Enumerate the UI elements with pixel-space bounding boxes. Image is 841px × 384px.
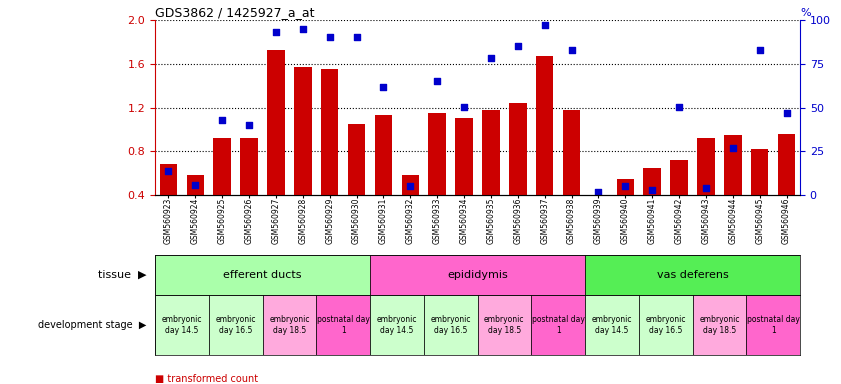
Text: embryonic
day 14.5: embryonic day 14.5	[377, 315, 417, 335]
Bar	[209, 295, 262, 355]
Text: %: %	[800, 8, 811, 18]
Point	[377, 83, 390, 89]
Point	[431, 78, 444, 84]
Point	[645, 187, 659, 193]
Bar	[428, 113, 446, 239]
Bar	[724, 135, 742, 239]
Bar	[509, 103, 526, 239]
Text: embryonic
day 18.5: embryonic day 18.5	[699, 315, 739, 335]
Bar	[536, 56, 553, 239]
Point	[458, 104, 471, 111]
Bar	[697, 138, 715, 239]
Text: efferent ducts: efferent ducts	[223, 270, 302, 280]
Point	[780, 110, 793, 116]
Point	[726, 145, 739, 151]
Bar	[155, 255, 370, 295]
Bar	[262, 295, 316, 355]
Text: vas deferens: vas deferens	[657, 270, 728, 280]
Text: embryonic
day 16.5: embryonic day 16.5	[431, 315, 471, 335]
Text: embryonic
day 16.5: embryonic day 16.5	[645, 315, 686, 335]
Point	[511, 43, 525, 49]
Bar	[316, 295, 370, 355]
Bar	[187, 175, 204, 239]
Text: development stage  ▶: development stage ▶	[38, 320, 146, 330]
Bar	[585, 295, 639, 355]
Text: embryonic
day 14.5: embryonic day 14.5	[161, 315, 202, 335]
Bar	[267, 50, 284, 239]
Bar	[455, 118, 473, 239]
Bar	[585, 255, 800, 295]
Bar	[590, 195, 607, 239]
Text: ■ transformed count: ■ transformed count	[155, 374, 258, 384]
Point	[350, 35, 363, 41]
Point	[699, 185, 712, 191]
Point	[592, 189, 606, 195]
Point	[672, 104, 685, 111]
Text: postnatal day
1: postnatal day 1	[317, 315, 369, 335]
Bar	[643, 168, 661, 239]
Bar	[478, 295, 532, 355]
Text: tissue  ▶: tissue ▶	[98, 270, 146, 280]
Point	[323, 35, 336, 41]
Bar	[482, 110, 500, 239]
Bar	[402, 175, 419, 239]
Text: embryonic
day 18.5: embryonic day 18.5	[484, 315, 525, 335]
Bar	[751, 149, 769, 239]
Point	[619, 183, 632, 189]
Text: embryonic
day 18.5: embryonic day 18.5	[269, 315, 309, 335]
Bar	[639, 295, 692, 355]
Bar	[241, 138, 258, 239]
Point	[753, 47, 766, 53]
Bar	[160, 164, 177, 239]
Text: embryonic
day 14.5: embryonic day 14.5	[591, 315, 632, 335]
Bar	[321, 69, 338, 239]
Bar	[563, 110, 580, 239]
Point	[484, 55, 498, 61]
Text: postnatal day
1: postnatal day 1	[747, 315, 800, 335]
Point	[296, 26, 309, 32]
Point	[538, 22, 552, 28]
Text: GDS3862 / 1425927_a_at: GDS3862 / 1425927_a_at	[155, 6, 315, 19]
Bar	[692, 295, 746, 355]
Bar	[375, 115, 392, 239]
Text: postnatal day
1: postnatal day 1	[532, 315, 584, 335]
Point	[565, 47, 579, 53]
Bar	[370, 255, 585, 295]
Bar	[155, 295, 209, 355]
Point	[269, 29, 283, 35]
Bar	[532, 295, 585, 355]
Text: epididymis: epididymis	[447, 270, 508, 280]
Bar	[670, 160, 688, 239]
Bar	[616, 179, 634, 239]
Bar	[746, 295, 800, 355]
Bar	[370, 295, 424, 355]
Text: embryonic
day 16.5: embryonic day 16.5	[215, 315, 256, 335]
Point	[188, 181, 202, 187]
Bar	[294, 67, 311, 239]
Point	[404, 183, 417, 189]
Point	[215, 117, 229, 123]
Bar	[424, 295, 478, 355]
Bar	[214, 138, 231, 239]
Bar	[778, 134, 796, 239]
Point	[242, 122, 256, 128]
Point	[161, 167, 175, 174]
Bar	[348, 124, 365, 239]
